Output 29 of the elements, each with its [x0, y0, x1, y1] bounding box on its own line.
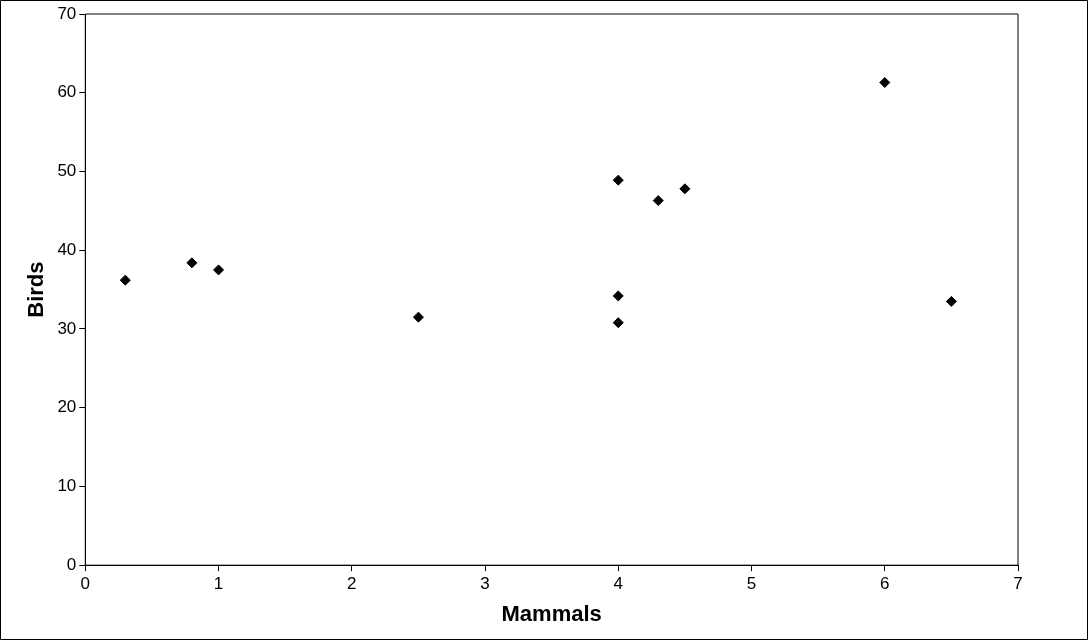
- point: [679, 183, 691, 195]
- x-tick-label: 6: [880, 574, 890, 594]
- y-tick-label: 50: [57, 161, 77, 181]
- point: [612, 317, 624, 329]
- x-tick-label: 5: [746, 574, 757, 594]
- y-tick-label: 60: [57, 82, 77, 102]
- point: [879, 77, 891, 89]
- y-tick-label: 10: [57, 476, 77, 496]
- y-tick-label: 70: [57, 3, 77, 23]
- point: [612, 290, 624, 302]
- x-axis-title: Mammals: [501, 600, 602, 626]
- x-tick-label: 0: [80, 574, 91, 594]
- x-tick-label: 3: [480, 574, 490, 594]
- point: [612, 174, 624, 186]
- x-tick-label: 1: [213, 574, 224, 594]
- point: [119, 274, 131, 286]
- x-tick-label: 4: [613, 574, 624, 594]
- point: [213, 264, 225, 276]
- y-axis-title: Birds: [23, 261, 49, 318]
- y-tick-label: 30: [57, 318, 77, 338]
- point: [186, 257, 198, 269]
- point: [412, 311, 424, 323]
- y-tick-label: 0: [66, 554, 77, 574]
- y-tick-label: 40: [57, 239, 77, 259]
- x-tick-label: 2: [347, 574, 357, 594]
- point: [945, 295, 957, 307]
- y-tick-label: 20: [57, 397, 77, 417]
- x-tick-label: 7: [1013, 574, 1023, 594]
- point: [652, 195, 664, 207]
